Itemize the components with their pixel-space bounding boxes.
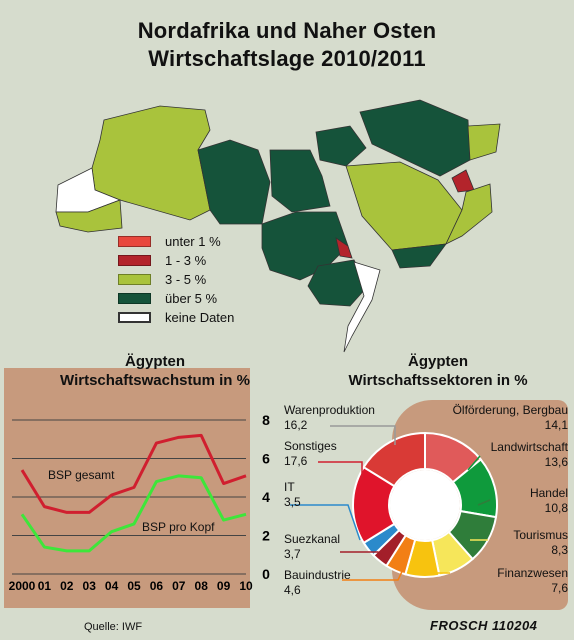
map-arabia [345,161,463,251]
series-label-kopf: BSP pro Kopf [142,520,215,534]
sector-value: 4,6 [284,583,301,597]
sector-name: Sonstiges [284,439,337,453]
sector-label: IT 3,5 [284,480,301,510]
map-afghan [467,123,501,161]
map-somalia [343,261,381,353]
sector-name: IT [284,480,295,494]
x-tick-label: 2000 [9,579,36,593]
map-libya [197,139,271,225]
sector-label: Warenproduktion 16,2 [284,403,375,433]
sector-name: Landwirtschaft [490,440,568,454]
sector-value: 7,6 [551,581,568,595]
legend-swatch [118,255,151,266]
legend-label: 3 - 5 % [165,272,207,287]
legend-swatch [118,312,151,323]
sector-label: Finanzwesen 7,6 [436,566,568,596]
map-ethiopia [307,259,369,307]
legend-label: unter 1 % [165,234,221,249]
map-levant [315,125,367,167]
sector-name: Bauindustrie [284,568,351,582]
sector-label: Handel 10,8 [436,486,568,516]
sector-name: Finanzwesen [497,566,568,580]
sector-label: Ölförderung, Bergbau 14,1 [436,403,568,433]
right-section-title: Ägypten Wirtschaftssektoren in % [318,352,558,390]
map-uae [451,169,475,193]
sector-value: 10,8 [544,501,568,515]
left-title-line2: Wirtschaftswachstum in % [60,372,250,389]
legend-label: 1 - 3 % [165,253,207,268]
legend-item: 1 - 3 % [118,251,258,270]
sector-label: Tourismus 8,3 [436,528,568,558]
sector-name: Handel [529,486,568,500]
sector-name: Warenproduktion [284,403,375,417]
artist-signature: FROSCH 110204 [430,618,538,633]
sector-name: Tourismus [513,528,568,542]
right-title-line2: Wirtschaftssektoren in % [348,372,528,389]
map-yemen [391,243,447,269]
sector-label: Suezkanal 3,7 [284,532,340,562]
main-title-line2: Wirtschaftslage 2010/2011 [148,46,426,71]
map-egypt [269,149,331,213]
background-portrait-left [4,368,250,608]
sector-label: Bauindustrie 4,6 [284,568,351,598]
x-tick-label: 09 [217,579,231,593]
sector-value: 8,3 [551,543,568,557]
sector-label: Landwirtschaft 13,6 [436,440,568,470]
sector-label: Sonstiges 17,6 [284,439,337,469]
sector-value: 3,7 [284,547,301,561]
map-northwest-africa [91,105,211,221]
sector-name: Ölförderung, Bergbau [452,403,568,417]
legend-item: über 5 % [118,289,258,308]
x-tick-label: 03 [83,579,97,593]
x-tick-label: 06 [150,579,164,593]
sector-donut-chart [352,431,498,578]
y-tick-label: 6 [262,451,270,467]
x-tick-label: 04 [105,579,119,593]
region-map [55,99,501,353]
sector-value: 3,5 [284,495,301,509]
sector-value: 13,6 [544,455,568,469]
sector-value: 14,1 [544,418,568,432]
y-tick-label: 4 [262,489,270,505]
map-mauritania [55,199,123,233]
legend-label: keine Daten [165,310,235,325]
legend-item: 3 - 5 % [118,270,258,289]
legend-swatch [118,274,151,285]
legend-swatch [118,236,151,247]
legend-label: über 5 % [165,291,218,306]
donut-slice [362,431,426,488]
left-section-title: Ägypten Wirtschaftswachstum in % [50,352,260,390]
sector-value: 17,6 [284,454,308,468]
map-iraq-iran [359,99,471,177]
legend-item: unter 1 % [118,232,258,251]
legend-swatch [118,293,151,304]
sector-value: 16,2 [284,418,308,432]
x-tick-label: 01 [38,579,52,593]
x-tick-label: 05 [127,579,141,593]
x-tick-label: 10 [239,579,253,593]
main-title-line1: Nordafrika und Naher Osten [137,18,437,43]
y-tick-label: 0 [262,566,270,582]
y-tick-label: 2 [262,528,270,544]
left-title-line1: Ägypten [125,353,185,370]
y-tick-label: 8 [262,412,270,428]
x-tick-label: 08 [195,579,209,593]
right-title-line1: Ägypten [408,353,468,370]
x-tick-label: 07 [172,579,186,593]
map-legend: unter 1 % 1 - 3 % 3 - 5 % über 5 % keine… [118,232,258,327]
map-eritrea [335,237,353,259]
source-note: Quelle: IWF [84,621,143,633]
map-oman [445,183,493,245]
donut-hole [390,470,460,540]
series-label-gesamt: BSP gesamt [48,468,115,482]
sector-name: Suezkanal [284,532,341,546]
legend-item: keine Daten [118,308,258,327]
x-tick-label: 02 [60,579,74,593]
